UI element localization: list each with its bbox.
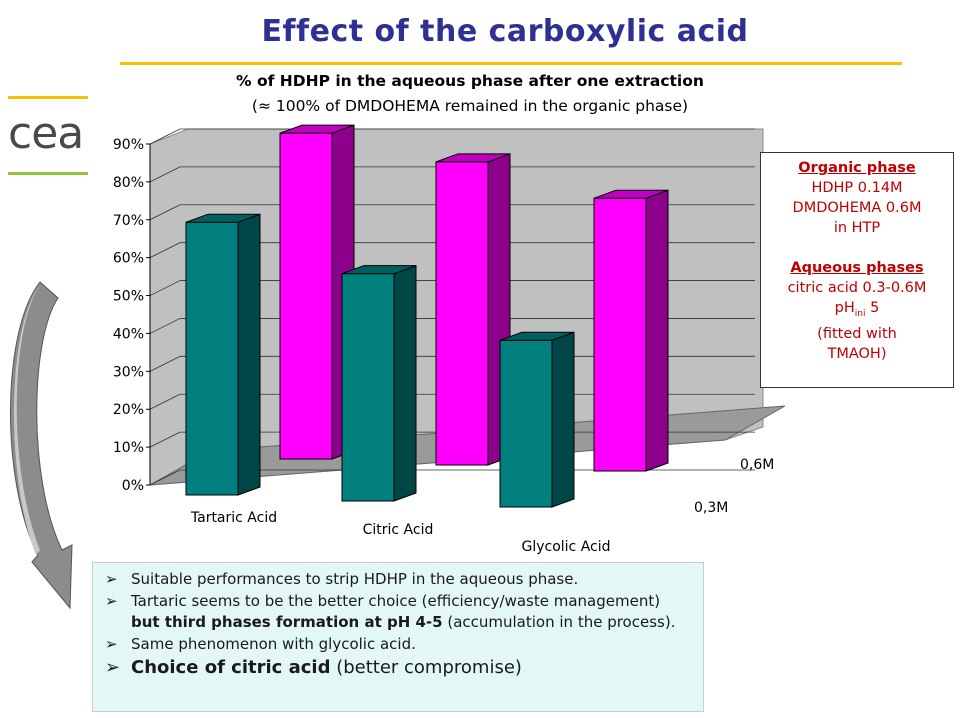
aqueous-line-3: (fitted with [817, 325, 897, 342]
x-category-label: Citric Acid [363, 522, 434, 538]
aqueous-line-1: citric acid 0.3-0.6M [787, 280, 927, 296]
depth-axis-label: 0,6M [740, 457, 774, 473]
aqueous-ph-line: pHini 5 [761, 298, 953, 324]
bullet-item: ➢ Tartaric seems to be the better choice … [105, 591, 703, 613]
bar-side [393, 264, 417, 502]
depth-axis-label: 0,3M [694, 500, 728, 516]
organic-line-2: DMDOHEMA 0.6M [792, 200, 922, 216]
chart-subtitle: % of HDHP in the aqueous phase after one… [236, 72, 704, 90]
chart-subtitle-note: (≈ 100% of DMDOHEMA remained in the orga… [251, 97, 689, 115]
gridline-side [149, 166, 181, 183]
bar-side [551, 331, 575, 508]
gridline-side [149, 355, 181, 372]
bar-top [279, 124, 355, 134]
gridline-side [149, 469, 181, 486]
y-tick-label: 50% [113, 289, 144, 305]
ph-value: 5 [865, 300, 880, 316]
gridline-side [149, 318, 181, 334]
page-title: Effect of the carboxylic acid [261, 14, 749, 49]
bullet-item: ➢ Same phenomenon with glycolic acid. [105, 634, 703, 656]
gridline-side [149, 242, 181, 259]
y-tick-label: 80% [113, 175, 144, 191]
y-tick-label: 10% [113, 440, 144, 456]
y-tick-label: 90% [113, 137, 144, 153]
bar-side [237, 213, 261, 496]
y-tick-label: 30% [113, 364, 144, 380]
gridline-side [149, 431, 181, 448]
bar [435, 161, 489, 466]
bullet-continuation: but third phases formation at pH 4-5 (ac… [131, 613, 676, 631]
organic-line-1: HDHP 0.14M [811, 180, 903, 196]
bar [499, 339, 553, 508]
logo-text: cea [8, 108, 84, 159]
y-tick-label: 60% [113, 251, 144, 267]
arrowhead-bullet-icon: ➢ [105, 570, 118, 588]
bar-top [341, 265, 417, 275]
gridline-side [149, 204, 181, 221]
bullet-item: ➢ Choice of citric acid (better compromis… [105, 655, 703, 681]
bullet-item: ➢ Suitable performances to strip HDHP in … [105, 569, 703, 591]
gridline-side [149, 393, 181, 410]
bar-top [435, 153, 511, 163]
aqueous-line-4: TMAOH) [827, 345, 887, 362]
y-tick-label: 40% [113, 326, 144, 342]
bar [185, 221, 239, 496]
conditions-box: Organic phase HDHP 0.14M DMDOHEMA 0.6M i… [760, 152, 954, 388]
logo-line-bottom [8, 172, 88, 175]
bar [593, 197, 647, 472]
logo-line-top [8, 96, 88, 99]
y-tick-label: 0% [122, 478, 144, 494]
bar [279, 132, 333, 460]
bar-top [185, 213, 261, 223]
arrowhead-bullet-icon: ➢ [105, 634, 118, 653]
bar-side [645, 189, 669, 472]
aqueous-phases-heading: Aqueous phases [790, 260, 924, 276]
gridline-side [149, 128, 181, 145]
conclusions-box: ➢ Suitable performances to strip HDHP in … [92, 562, 704, 712]
bar-top [499, 331, 575, 341]
organic-phase-heading: Organic phase [798, 160, 916, 176]
curved-arrow-highlight [13, 284, 40, 555]
gridline-side [149, 280, 181, 296]
y-tick-label: 70% [113, 213, 144, 229]
arrowhead-bullet-icon: ➢ [105, 657, 121, 678]
ph-label: pH [834, 300, 855, 316]
arrowhead-bullet-icon: ➢ [105, 591, 118, 610]
bar-top [593, 189, 669, 199]
bar [341, 273, 395, 502]
x-category-label: Glycolic Acid [521, 539, 610, 555]
title-underline [120, 62, 902, 65]
ph-subscript: ini [854, 308, 866, 319]
y-tick-label: 20% [113, 402, 144, 418]
organic-line-3: in HTP [833, 220, 881, 236]
x-category-label: Tartaric Acid [190, 510, 277, 526]
curved-arrow-icon [10, 281, 73, 610]
